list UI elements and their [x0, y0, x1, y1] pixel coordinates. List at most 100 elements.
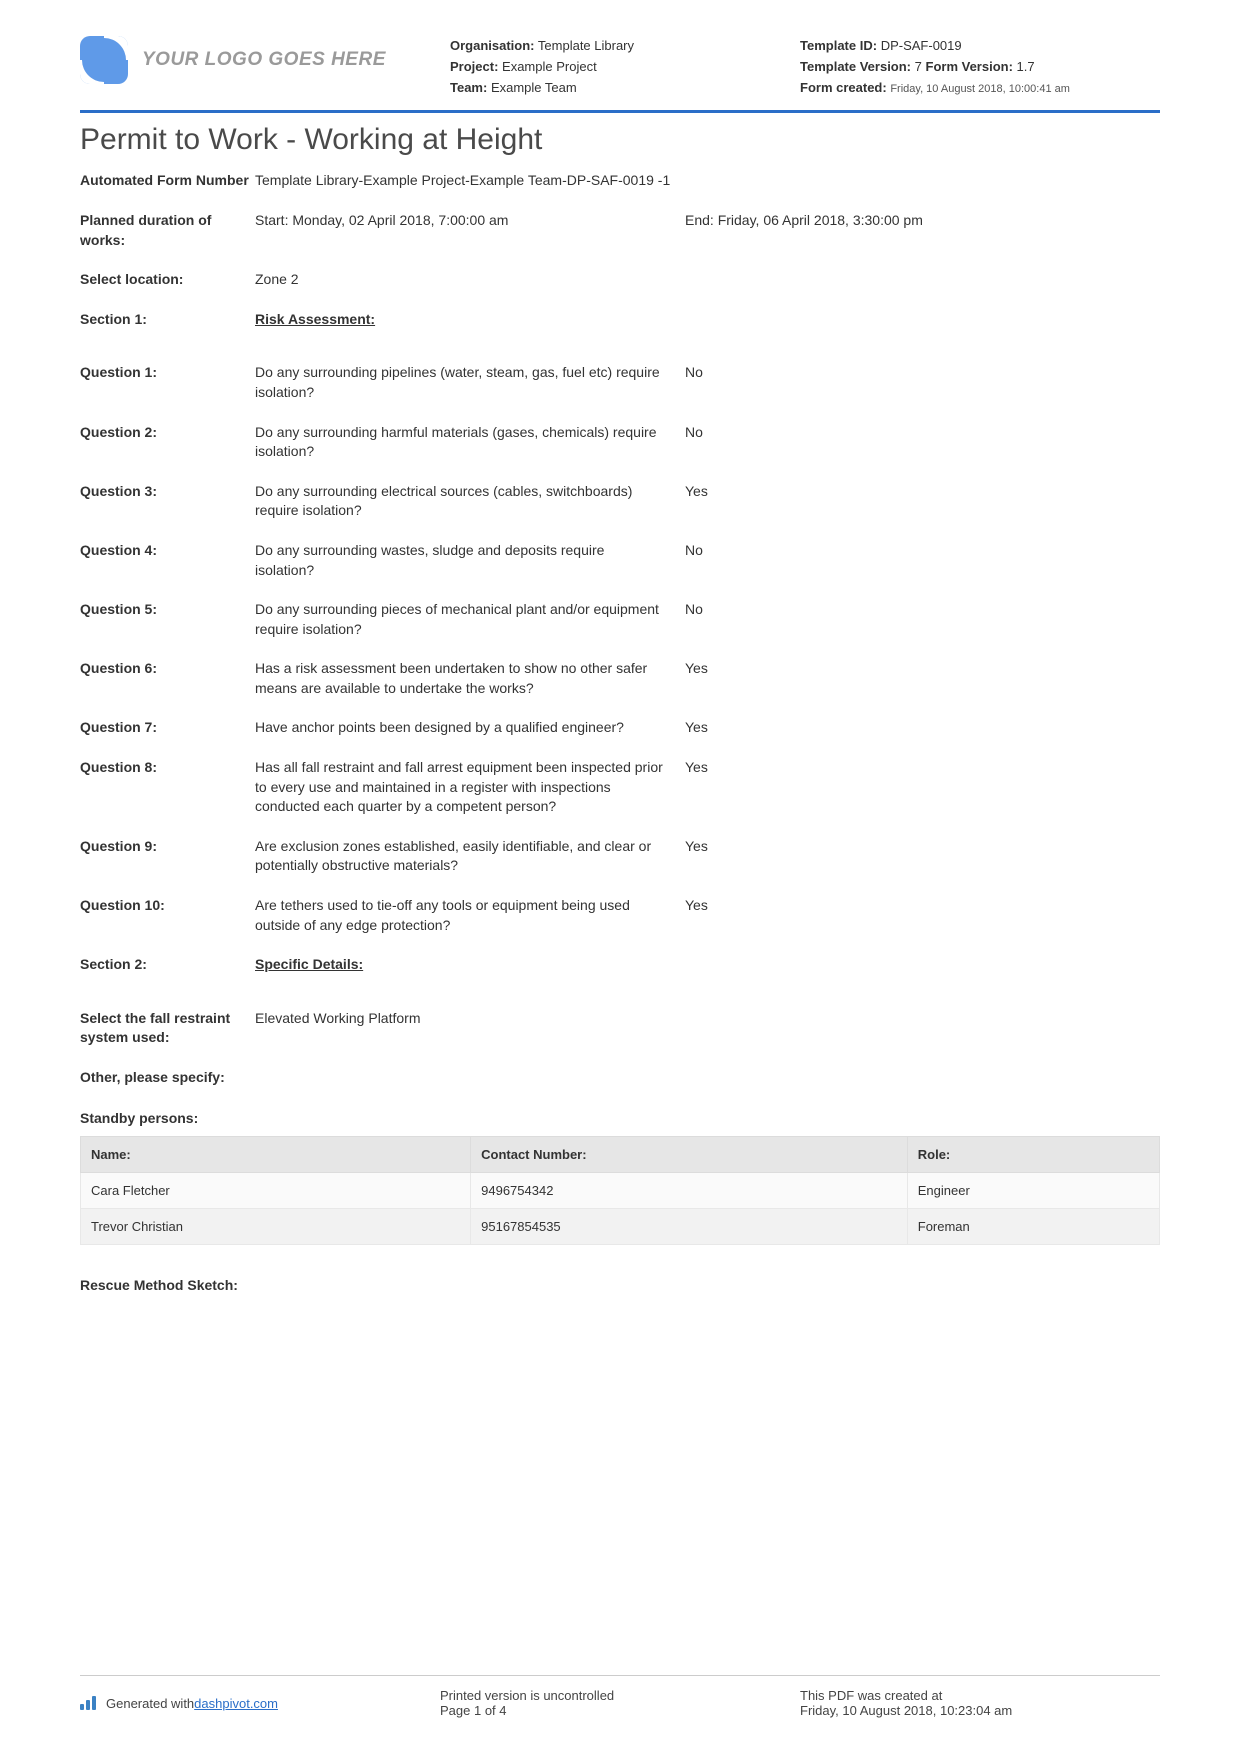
location-row: Select location: Zone 2	[80, 264, 1160, 304]
question-label: Question 2:	[80, 423, 255, 443]
question-text: Have anchor points been designed by a qu…	[255, 718, 685, 738]
question-row: Question 6:Has a risk assessment been un…	[80, 653, 1160, 712]
tid-label: Template ID:	[800, 38, 877, 53]
gen-link[interactable]: dashpivot.com	[194, 1696, 278, 1711]
question-answer: Yes	[685, 659, 1160, 698]
footer-right: This PDF was created at Friday, 10 Augus…	[800, 1688, 1160, 1718]
table-row: Trevor Christian95167854535Foreman	[81, 1208, 1160, 1244]
duration-end: End: Friday, 06 April 2018, 3:30:00 pm	[685, 211, 1160, 231]
fall-restraint-row: Select the fall restraint system used: E…	[80, 1003, 1160, 1062]
org-label: Organisation:	[450, 38, 535, 53]
uncontrolled-text: Printed version is uncontrolled	[440, 1688, 800, 1703]
table-cell: 9496754342	[471, 1172, 908, 1208]
question-text: Do any surrounding pipelines (water, ste…	[255, 363, 685, 402]
question-label: Question 4:	[80, 541, 255, 561]
question-label: Question 1:	[80, 363, 255, 383]
other-specify-row: Other, please specify:	[80, 1062, 1160, 1102]
question-answer: Yes	[685, 837, 1160, 876]
question-row: Question 8:Has all fall restraint and fa…	[80, 752, 1160, 831]
logo-block: YOUR LOGO GOES HERE	[80, 36, 450, 84]
fall-restraint-value: Elevated Working Platform	[255, 1009, 685, 1029]
duration-row: Planned duration of works: Start: Monday…	[80, 205, 1160, 264]
project-label: Project:	[450, 59, 498, 74]
table-row: Cara Fletcher9496754342Engineer	[81, 1172, 1160, 1208]
question-row: Question 4:Do any surrounding wastes, sl…	[80, 535, 1160, 594]
page-header: YOUR LOGO GOES HERE Organisation: Templa…	[80, 36, 1160, 113]
org-value: Template Library	[538, 38, 634, 53]
section1-name: Risk Assessment:	[255, 310, 375, 330]
footer-created-at: Friday, 10 August 2018, 10:23:04 am	[800, 1703, 1160, 1718]
standby-table: Name:Contact Number:Role: Cara Fletcher9…	[80, 1136, 1160, 1245]
question-text: Are exclusion zones established, easily …	[255, 837, 685, 876]
question-row: Question 10:Are tethers used to tie-off …	[80, 890, 1160, 949]
table-cell: Foreman	[907, 1208, 1159, 1244]
rescue-label: Rescue Method Sketch:	[80, 1277, 1160, 1293]
question-text: Has all fall restraint and fall arrest e…	[255, 758, 685, 817]
question-row: Question 9:Are exclusion zones establish…	[80, 831, 1160, 890]
footer-left: Generated with dashpivot.com	[80, 1688, 440, 1718]
fver-label: Form Version:	[926, 59, 1013, 74]
question-answer: Yes	[685, 896, 1160, 935]
question-answer: Yes	[685, 758, 1160, 817]
question-row: Question 5:Do any surrounding pieces of …	[80, 594, 1160, 653]
table-cell: 95167854535	[471, 1208, 908, 1244]
question-label: Question 6:	[80, 659, 255, 679]
question-text: Are tethers used to tie-off any tools or…	[255, 896, 685, 935]
footer-center: Printed version is uncontrolled Page 1 o…	[440, 1688, 800, 1718]
question-label: Question 9:	[80, 837, 255, 857]
question-answer: Yes	[685, 482, 1160, 521]
duration-start: Start: Monday, 02 April 2018, 7:00:00 am	[255, 211, 685, 231]
created-label: Form created:	[800, 80, 887, 95]
question-label: Question 10:	[80, 896, 255, 916]
question-label: Question 3:	[80, 482, 255, 502]
question-answer: No	[685, 541, 1160, 580]
question-row: Question 3:Do any surrounding electrical…	[80, 476, 1160, 535]
question-answer: Yes	[685, 718, 1160, 738]
tver-value: 7	[915, 59, 922, 74]
meta-right: Template ID: DP-SAF-0019 Template Versio…	[800, 36, 1160, 98]
section1-row: Section 1: Risk Assessment:	[80, 304, 1160, 344]
table-cell: Cara Fletcher	[81, 1172, 471, 1208]
tid-value: DP-SAF-0019	[881, 38, 962, 53]
section2-name: Specific Details:	[255, 955, 363, 975]
question-row: Question 1:Do any surrounding pipelines …	[80, 357, 1160, 416]
form-number-label: Automated Form Number	[80, 171, 255, 191]
question-label: Question 5:	[80, 600, 255, 620]
team-label: Team:	[450, 80, 487, 95]
gen-prefix: Generated with	[106, 1696, 194, 1711]
section2-row: Section 2: Specific Details:	[80, 949, 1160, 989]
meta-left: Organisation: Template Library Project: …	[450, 36, 800, 98]
question-answer: No	[685, 423, 1160, 462]
standby-title: Standby persons:	[80, 1110, 1160, 1126]
questions-block: Question 1:Do any surrounding pipelines …	[80, 357, 1160, 949]
section1-label: Section 1:	[80, 310, 255, 330]
project-value: Example Project	[502, 59, 597, 74]
location-label: Select location:	[80, 270, 255, 290]
question-text: Do any surrounding pieces of mechanical …	[255, 600, 685, 639]
table-cell: Trevor Christian	[81, 1208, 471, 1244]
created-value: Friday, 10 August 2018, 10:00:41 am	[890, 83, 1070, 95]
dashpivot-icon	[80, 1696, 98, 1710]
question-text: Do any surrounding electrical sources (c…	[255, 482, 685, 521]
question-label: Question 7:	[80, 718, 255, 738]
duration-label: Planned duration of works:	[80, 211, 255, 250]
page-number: Page 1 of 4	[440, 1703, 800, 1718]
footer-created-label: This PDF was created at	[800, 1688, 1160, 1703]
question-text: Do any surrounding harmful materials (ga…	[255, 423, 685, 462]
other-specify-label: Other, please specify:	[80, 1068, 255, 1088]
question-text: Has a risk assessment been undertaken to…	[255, 659, 685, 698]
location-value: Zone 2	[255, 270, 685, 290]
question-row: Question 7:Have anchor points been desig…	[80, 712, 1160, 752]
table-header: Contact Number:	[471, 1136, 908, 1172]
form-number-row: Automated Form Number Template Library-E…	[80, 165, 1160, 205]
tver-label: Template Version:	[800, 59, 911, 74]
logo-text: YOUR LOGO GOES HERE	[142, 49, 386, 71]
section2-label: Section 2:	[80, 955, 255, 975]
logo-icon	[80, 36, 128, 84]
table-header: Role:	[907, 1136, 1159, 1172]
question-answer: No	[685, 363, 1160, 402]
fall-restraint-label: Select the fall restraint system used:	[80, 1009, 255, 1048]
page-footer: Generated with dashpivot.com Printed ver…	[80, 1675, 1160, 1718]
form-number-value: Template Library-Example Project-Example…	[255, 171, 690, 191]
question-row: Question 2:Do any surrounding harmful ma…	[80, 417, 1160, 476]
